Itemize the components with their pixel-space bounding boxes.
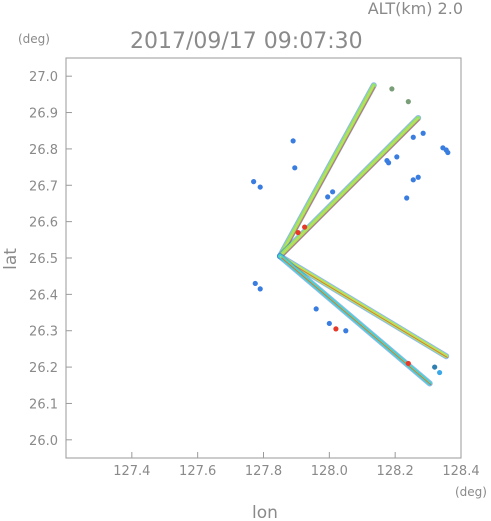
echo-point (333, 326, 339, 332)
y-tick-label: 26.2 (29, 361, 58, 376)
echo-point (290, 138, 296, 144)
echo-point (325, 194, 331, 200)
y-tick-label: 26.5 (29, 252, 58, 267)
y-unit-label: (deg) (18, 32, 50, 46)
chart-title: 2017/09/17 09:07:30 (130, 29, 363, 54)
echo-point (302, 224, 308, 230)
echo-point (343, 328, 349, 334)
y-tick-label: 26.7 (29, 179, 58, 194)
echo-point (437, 369, 443, 376)
y-tick-label: 26.8 (29, 143, 58, 158)
echo-point (389, 86, 395, 92)
echo-point (251, 179, 257, 185)
beam-core (279, 84, 375, 257)
y-tick-label: 26.3 (29, 325, 58, 340)
data-marks (251, 82, 451, 387)
echo-point (330, 189, 336, 195)
echo-point (405, 99, 411, 105)
y-tick-label: 27.0 (29, 70, 58, 85)
x-tick-label: 127.6 (179, 464, 216, 479)
echo-point (432, 364, 438, 370)
y-tick-label: 26.1 (29, 397, 58, 412)
beam-core (279, 117, 419, 257)
echo-point (420, 130, 426, 136)
x-tick-label: 128.4 (442, 464, 479, 479)
beam-red-edge (281, 119, 421, 259)
echo-point (410, 177, 416, 183)
y-axis-label: lat (1, 248, 21, 270)
y-tick-label: 26.4 (29, 288, 58, 303)
beam-red-edge (281, 257, 448, 359)
echo-point (415, 174, 421, 180)
beam-red-edge (281, 86, 376, 258)
x-tick-label: 127.4 (113, 464, 150, 479)
y-tick-label: 26.0 (29, 434, 58, 449)
beam-core (279, 255, 447, 357)
x-axis-label: lon (252, 503, 278, 521)
x-tick-label: 128.2 (377, 464, 414, 479)
x-unit-label: (deg) (455, 485, 487, 499)
echo-point (410, 134, 416, 140)
axis-ticks: 26.0 26.1 26.2 26.3 26.4 26.5 26.6 26.7 26.8 26.9… (29, 70, 480, 479)
y-tick-label: 26.9 (29, 107, 58, 122)
echo-point (445, 149, 451, 156)
echo-point (385, 160, 392, 166)
y-tick-label: 26.6 (29, 216, 58, 231)
echo-point (257, 286, 263, 292)
echo-point (404, 195, 410, 201)
echo-point (440, 145, 446, 151)
echo-point (313, 306, 319, 312)
echo-point (292, 165, 298, 171)
echo-point (405, 360, 411, 367)
echo-point (394, 154, 400, 160)
x-tick-label: 127.8 (245, 464, 282, 479)
echo-point (252, 280, 258, 287)
echo-point (257, 184, 263, 190)
x-tick-label: 128.0 (311, 464, 348, 479)
echo-point (326, 320, 332, 327)
echo-point (295, 229, 301, 236)
plot-frame (65, 57, 462, 459)
altitude-label: ALT(km) 2.0 (368, 0, 463, 18)
